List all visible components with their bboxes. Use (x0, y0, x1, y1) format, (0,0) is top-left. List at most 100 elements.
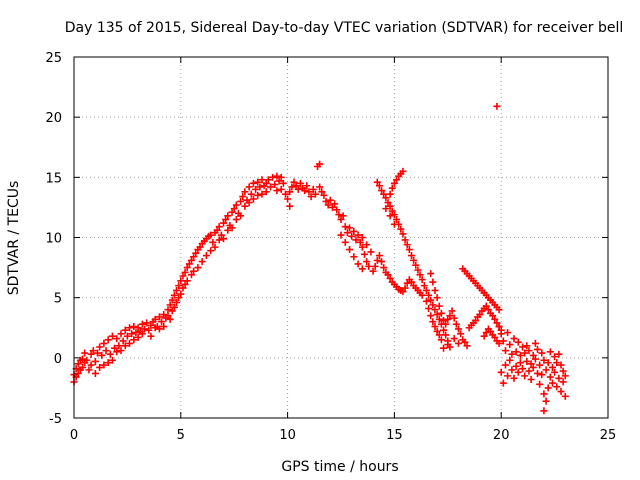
data-point (452, 320, 460, 328)
data-point (531, 355, 539, 363)
data-point (198, 258, 206, 266)
data-point (138, 330, 146, 338)
data-point (104, 359, 112, 367)
data-point (316, 160, 324, 168)
data-point (527, 375, 535, 383)
data-point (213, 226, 221, 234)
data-point (108, 332, 116, 340)
data-point (177, 277, 185, 285)
data-point (281, 190, 289, 198)
y-tick-label: 5 (54, 292, 62, 307)
data-point (427, 312, 435, 320)
data-point (508, 350, 516, 358)
data-point (397, 225, 405, 233)
y-tick-label: 15 (45, 171, 62, 186)
data-point (121, 326, 129, 334)
data-point (540, 356, 548, 364)
data-point (192, 249, 200, 257)
data-point (271, 181, 279, 189)
data-point (371, 262, 379, 270)
x-tick-label: 20 (493, 428, 510, 443)
data-point (410, 256, 418, 264)
data-point (510, 335, 518, 343)
data-point (512, 348, 520, 356)
data-point (275, 177, 283, 185)
data-point (113, 335, 121, 343)
data-point (81, 349, 89, 357)
data-point (363, 241, 371, 249)
data-point (484, 306, 492, 314)
data-point (187, 271, 195, 279)
data-point (158, 318, 166, 326)
data-point (386, 202, 394, 210)
data-point (121, 342, 129, 350)
data-point (429, 301, 437, 309)
data-point (429, 318, 437, 326)
data-point (448, 307, 456, 315)
data-point (427, 270, 435, 278)
data-point (254, 178, 262, 186)
data-point (523, 342, 531, 350)
data-point (160, 323, 168, 331)
data-point (375, 252, 383, 260)
data-point (375, 182, 383, 190)
data-point (309, 185, 317, 193)
data-point (431, 323, 439, 331)
data-point (463, 342, 471, 350)
data-point (504, 372, 512, 380)
data-point (499, 337, 507, 345)
data-point (326, 196, 334, 204)
data-point (222, 215, 230, 223)
data-point (138, 320, 146, 328)
data-point (519, 343, 527, 351)
data-point (495, 323, 503, 331)
data-point (190, 267, 198, 275)
data-point (373, 178, 381, 186)
data-point (117, 347, 125, 355)
data-point (339, 212, 347, 220)
data-point (497, 368, 505, 376)
data-point (442, 331, 450, 339)
data-point (495, 339, 503, 347)
data-point (559, 378, 567, 386)
data-point (384, 199, 392, 207)
data-point (536, 361, 544, 369)
data-point (245, 183, 253, 191)
data-point (262, 188, 270, 196)
data-point (87, 350, 95, 358)
data-point (74, 369, 82, 377)
data-point (414, 266, 422, 274)
data-point (190, 253, 198, 261)
data-point (425, 304, 433, 312)
data-point (108, 356, 116, 364)
axis-ticks: 0 5 10 15 20 25 -5 0 5 10 15 20 25 (45, 51, 616, 443)
data-point (151, 315, 159, 323)
y-tick-label: -5 (49, 412, 62, 427)
data-point (457, 330, 465, 338)
data-point (399, 167, 407, 175)
data-point (561, 392, 569, 400)
data-point (91, 369, 99, 377)
data-point (557, 388, 565, 396)
data-point (551, 353, 559, 361)
data-point (412, 261, 420, 269)
data-point (427, 296, 435, 304)
data-point (277, 173, 285, 181)
data-points (70, 102, 569, 415)
data-point (224, 212, 232, 220)
data-point (378, 258, 386, 266)
data-point (215, 223, 223, 231)
data-point (555, 350, 563, 358)
data-point (444, 341, 452, 349)
data-point (407, 278, 415, 286)
data-point (170, 303, 178, 311)
data-point (390, 179, 398, 187)
data-point (514, 368, 522, 376)
data-point (175, 294, 183, 302)
chart-title: Day 135 of 2015, Sidereal Day-to-day VTE… (65, 20, 624, 36)
data-point (269, 173, 277, 181)
data-point (343, 229, 351, 237)
data-point (450, 314, 458, 322)
data-point (237, 212, 245, 220)
y-axis-label: SDTVAR / TECUs (6, 181, 22, 296)
